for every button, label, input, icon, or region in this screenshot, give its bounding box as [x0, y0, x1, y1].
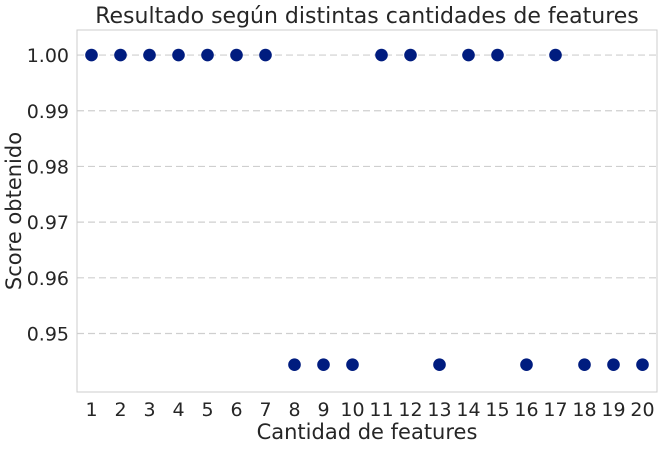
data-point: [433, 358, 446, 372]
x-tick-label: 15: [485, 399, 509, 421]
data-point: [491, 48, 504, 62]
data-point: [549, 48, 562, 62]
data-point: [230, 48, 243, 62]
grid-lines: [77, 54, 657, 335]
chart-title: Resultado según distintas cantidades de …: [95, 4, 639, 29]
x-tick-label: 5: [201, 399, 213, 421]
x-tick-labels: 1 2 3 4 5 6 7 8 9 10 11 12 13 14 15 16 17 18 19 20: [85, 399, 654, 421]
x-tick-label: 11: [369, 399, 393, 421]
x-tick-label: 20: [630, 399, 654, 421]
x-tick-label: 13: [427, 399, 451, 421]
x-tick-label: 4: [172, 399, 184, 421]
data-point: [85, 48, 98, 62]
x-tick-label: 1: [85, 399, 97, 421]
data-point: [346, 358, 359, 372]
data-point: [317, 358, 330, 372]
data-point: [636, 358, 649, 372]
data-point: [462, 48, 475, 62]
plot-frame: [76, 29, 658, 393]
x-tick-label: 16: [514, 399, 538, 421]
x-tick-label: 3: [143, 399, 155, 421]
data-point: [375, 48, 388, 62]
x-tick-label: 14: [456, 399, 480, 421]
y-tick-label: 0.96: [27, 268, 69, 290]
x-tick-label: 8: [288, 399, 300, 421]
data-point: [114, 48, 127, 62]
x-tick-label: 19: [601, 399, 625, 421]
data-point: [172, 48, 185, 62]
x-tick-label: 10: [340, 399, 364, 421]
data-points: [85, 48, 649, 372]
x-tick-label: 6: [230, 399, 242, 421]
x-axis-label: Cantidad de features: [257, 420, 478, 444]
y-tick-labels: 0.95 0.96 0.97 0.98 0.99 1.00: [27, 45, 69, 345]
data-point: [578, 358, 591, 372]
x-tick-label: 9: [317, 399, 329, 421]
data-point: [404, 48, 417, 62]
x-tick-label: 18: [572, 399, 596, 421]
data-point: [259, 48, 272, 62]
x-tick-label: 12: [398, 399, 422, 421]
y-tick-label: 0.95: [27, 324, 69, 346]
x-tick-label: 2: [114, 399, 126, 421]
data-point: [201, 48, 214, 62]
x-tick-label: 7: [259, 399, 271, 421]
y-tick-label: 0.97: [27, 212, 69, 234]
data-point: [143, 48, 156, 62]
data-point: [288, 358, 301, 372]
y-tick-label: 1.00: [27, 45, 69, 67]
y-axis-label: Score obtenido: [2, 132, 26, 290]
y-tick-label: 0.99: [27, 101, 69, 123]
data-point: [520, 358, 533, 372]
data-point: [607, 358, 620, 372]
x-tick-label: 17: [543, 399, 567, 421]
y-tick-label: 0.98: [27, 156, 69, 178]
